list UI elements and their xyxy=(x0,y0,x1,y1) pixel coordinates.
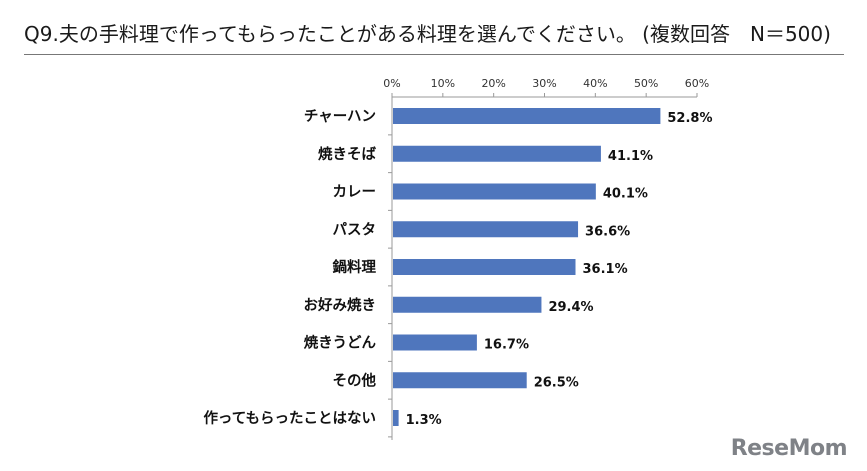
category-label: チャーハン xyxy=(304,108,376,125)
data-label: 29.4% xyxy=(548,300,593,315)
x-tick-label: 30% xyxy=(532,77,556,90)
data-label: 36.1% xyxy=(583,262,628,277)
bar xyxy=(393,259,576,275)
data-label: 40.1% xyxy=(603,187,648,202)
category-label: 作ってもらったことはない xyxy=(203,409,376,427)
data-label: 52.8% xyxy=(667,111,712,126)
bar xyxy=(393,221,579,238)
bar xyxy=(393,296,542,313)
bar xyxy=(393,334,477,351)
bar xyxy=(393,108,661,124)
category-label: 焼きそば xyxy=(318,145,376,163)
x-tick-label: 0% xyxy=(383,77,400,90)
category-label: 鍋料理 xyxy=(333,258,377,276)
data-label: 1.3% xyxy=(406,413,442,428)
data-label: 41.1% xyxy=(608,149,653,164)
category-label: パスタ xyxy=(333,221,377,238)
bar xyxy=(393,183,596,200)
category-label: その他 xyxy=(333,371,377,389)
category-label: カレー xyxy=(333,184,377,201)
data-label: 36.6% xyxy=(585,224,630,239)
bar xyxy=(393,145,601,162)
x-tick-label: 40% xyxy=(583,77,607,90)
data-label: 16.7% xyxy=(484,338,529,353)
category-label: 焼きうどん xyxy=(304,334,377,352)
x-tick-label: 20% xyxy=(481,77,505,90)
x-tick-label: 10% xyxy=(431,77,455,90)
resemom-logo: ReseMom xyxy=(730,436,848,461)
title-divider xyxy=(24,54,844,55)
bar xyxy=(393,410,399,426)
bar xyxy=(393,372,527,389)
page-title: Q9.夫の手料理で作ってもらったことがある料理を選んでください。 (複数回答 N… xyxy=(24,22,831,46)
data-label: 26.5% xyxy=(534,375,579,390)
x-tick-label: 60% xyxy=(685,77,709,90)
x-tick-label: 50% xyxy=(634,77,658,90)
category-label: お好み焼き xyxy=(304,296,377,314)
